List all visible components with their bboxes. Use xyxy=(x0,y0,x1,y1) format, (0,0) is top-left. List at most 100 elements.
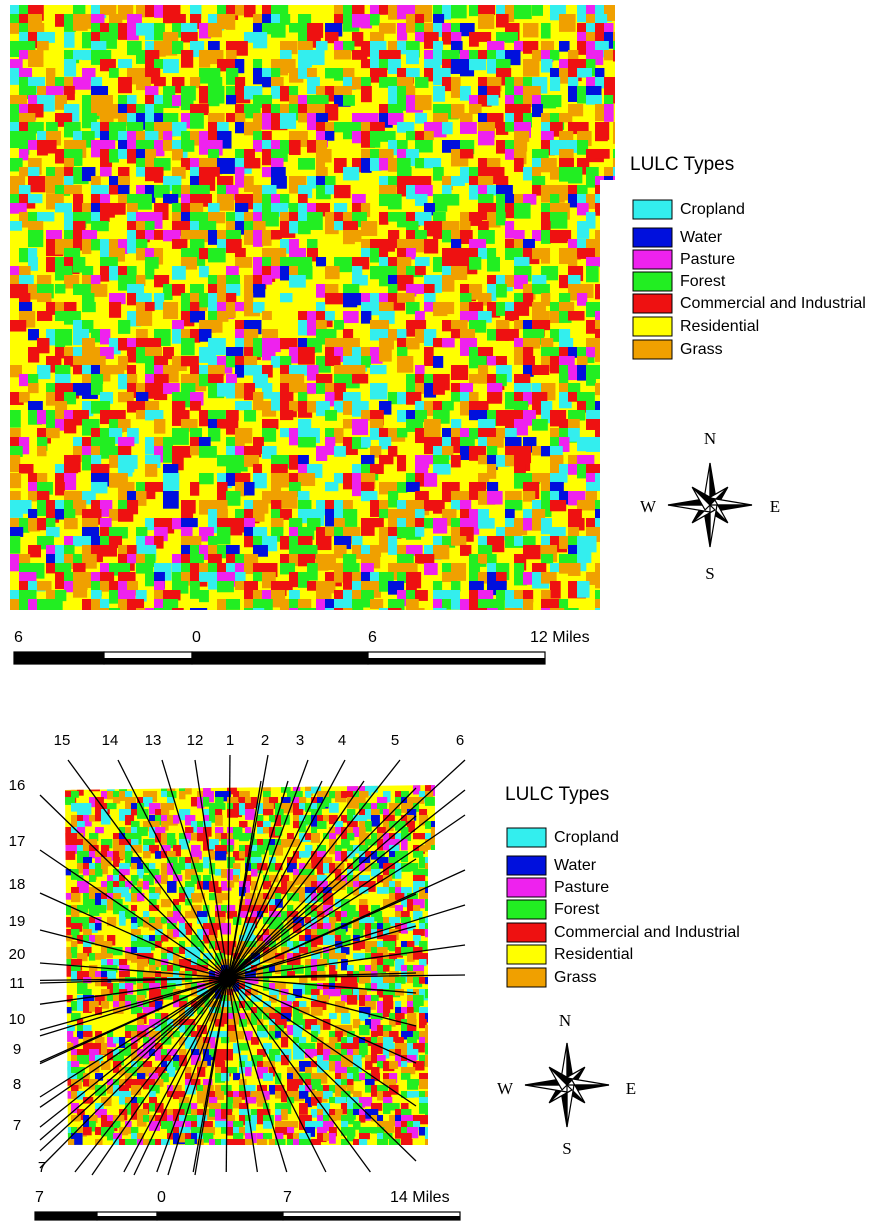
land-patch xyxy=(208,23,222,37)
land-patch xyxy=(329,803,339,813)
land-patch xyxy=(262,149,273,165)
land-patch xyxy=(379,212,388,225)
compass-label: S xyxy=(562,1139,571,1158)
land-patch xyxy=(226,293,236,303)
land-patch xyxy=(407,1013,416,1019)
land-patch xyxy=(613,266,628,283)
land-patch xyxy=(359,977,370,984)
scale-segment-fill xyxy=(192,652,368,664)
land-patch xyxy=(451,581,460,592)
land-patch xyxy=(541,590,551,600)
land-patch xyxy=(311,1007,323,1016)
land-patch xyxy=(127,266,137,276)
land-patch xyxy=(109,365,124,374)
land-patch xyxy=(179,893,185,902)
land-patch xyxy=(577,293,587,306)
land-patch xyxy=(118,437,134,446)
land-patch xyxy=(154,419,165,434)
land-patch xyxy=(424,563,438,575)
land-patch xyxy=(613,302,627,319)
land-patch xyxy=(244,158,260,168)
land-patch xyxy=(496,212,506,225)
land-patch xyxy=(613,392,629,402)
land-patch xyxy=(101,1121,107,1127)
land-patch xyxy=(95,827,104,833)
land-patch xyxy=(431,1079,439,1086)
land-patch xyxy=(172,518,182,529)
land-patch xyxy=(10,536,20,554)
land-patch xyxy=(425,1043,433,1055)
land-patch xyxy=(64,59,76,77)
land-patch xyxy=(65,1007,72,1013)
land-patch xyxy=(532,5,543,16)
land-patch xyxy=(433,518,447,534)
land-patch xyxy=(82,239,91,254)
land-patch xyxy=(245,1139,253,1148)
ray-label: 3 xyxy=(296,732,304,749)
land-patch xyxy=(343,311,359,323)
land-patch xyxy=(172,428,189,445)
land-patch xyxy=(442,194,459,206)
land-patch xyxy=(227,881,234,888)
land-patch xyxy=(154,293,164,310)
land-patch xyxy=(46,68,55,78)
land-patch xyxy=(149,893,159,899)
land-patch xyxy=(37,365,50,379)
land-patch xyxy=(334,320,344,330)
land-patch xyxy=(227,869,234,880)
compass-label: S xyxy=(705,564,714,583)
land-patch xyxy=(604,329,614,339)
land-patch xyxy=(352,419,368,435)
land-patch xyxy=(316,374,332,383)
land-patch xyxy=(379,5,389,15)
land-patch xyxy=(83,929,92,935)
land-patch xyxy=(125,851,133,857)
land-patch xyxy=(10,221,22,231)
land-patch xyxy=(604,563,616,579)
land-patch xyxy=(586,482,602,491)
land-patch xyxy=(505,221,514,239)
land-patch xyxy=(568,167,582,183)
land-patch xyxy=(442,446,453,455)
land-patch xyxy=(604,572,621,583)
land-patch xyxy=(415,527,424,537)
land-patch xyxy=(217,455,228,466)
land-patch xyxy=(215,803,225,810)
land-patch xyxy=(136,248,147,260)
legend-title: LULC Types xyxy=(505,784,609,805)
land-patch xyxy=(262,428,276,442)
land-patch xyxy=(442,275,454,292)
land-patch xyxy=(595,320,607,330)
land-patch xyxy=(163,590,181,600)
land-patch xyxy=(604,302,622,312)
land-patch xyxy=(359,1073,365,1080)
land-patch xyxy=(550,500,566,511)
land-patch xyxy=(415,608,425,620)
land-patch xyxy=(185,971,192,982)
land-patch xyxy=(289,140,301,155)
land-patch xyxy=(71,911,79,917)
land-patch xyxy=(311,833,320,843)
land-patch xyxy=(299,1139,306,1145)
land-patch xyxy=(388,599,404,614)
land-patch xyxy=(388,491,398,508)
ray-label: 15 xyxy=(54,732,71,749)
land-patch xyxy=(431,1133,440,1141)
scale-label: 0 xyxy=(157,1189,166,1206)
legend-label: Forest xyxy=(554,901,600,918)
land-patch xyxy=(199,266,209,277)
land-patch xyxy=(379,248,388,257)
land-patch xyxy=(329,1013,337,1019)
land-patch xyxy=(425,917,435,924)
land-patch xyxy=(263,1121,272,1129)
land-patch xyxy=(523,599,533,614)
legend-label: Grass xyxy=(554,969,597,986)
land-patch xyxy=(550,581,561,599)
land-patch xyxy=(613,230,629,247)
land-patch xyxy=(478,131,494,145)
land-patch xyxy=(64,167,75,177)
land-patch xyxy=(37,293,51,302)
land-patch xyxy=(413,851,423,858)
ray-label: 17 xyxy=(9,833,26,850)
land-patch xyxy=(586,266,599,282)
